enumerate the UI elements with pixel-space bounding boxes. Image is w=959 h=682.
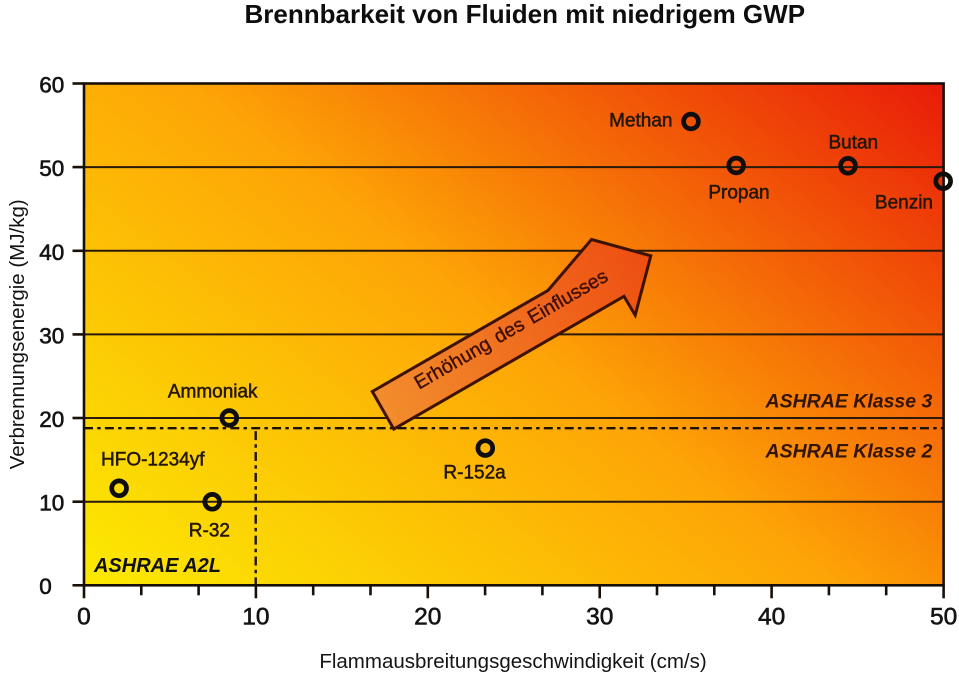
svg-text:ASHRAE Klasse 3: ASHRAE Klasse 3 xyxy=(764,390,932,412)
svg-text:0: 0 xyxy=(77,604,91,631)
svg-text:Flammausbreitungsgeschwindigke: Flammausbreitungsgeschwindigkeit (cm/s) xyxy=(319,650,706,673)
svg-text:Brennbarkeit von Fluiden mit n: Brennbarkeit von Fluiden mit niedrigem G… xyxy=(245,0,806,29)
svg-text:40: 40 xyxy=(39,240,64,265)
svg-text:ASHRAE Klasse 2: ASHRAE Klasse 2 xyxy=(764,441,932,463)
svg-text:Butan: Butan xyxy=(828,133,878,154)
svg-text:R-32: R-32 xyxy=(189,521,230,542)
svg-text:20: 20 xyxy=(39,407,64,432)
svg-text:30: 30 xyxy=(39,323,64,348)
svg-text:50: 50 xyxy=(39,156,64,181)
svg-text:20: 20 xyxy=(414,604,441,631)
svg-text:Methan: Methan xyxy=(609,111,672,132)
svg-text:R-152a: R-152a xyxy=(443,463,506,484)
svg-text:HFO-1234yf: HFO-1234yf xyxy=(101,450,205,471)
svg-text:0: 0 xyxy=(39,574,52,599)
svg-text:Ammoniak: Ammoniak xyxy=(168,382,258,403)
svg-text:60: 60 xyxy=(39,73,64,98)
svg-text:50: 50 xyxy=(930,604,957,631)
svg-text:40: 40 xyxy=(758,604,785,631)
svg-text:ASHRAE A2L: ASHRAE A2L xyxy=(93,555,221,577)
svg-text:30: 30 xyxy=(586,604,613,631)
svg-text:10: 10 xyxy=(242,604,269,631)
svg-text:Benzin: Benzin xyxy=(875,193,933,214)
svg-text:Verbrennungsenergie (MJ/kg): Verbrennungsenergie (MJ/kg) xyxy=(6,199,29,469)
svg-text:10: 10 xyxy=(39,491,64,516)
svg-text:Propan: Propan xyxy=(708,183,769,204)
